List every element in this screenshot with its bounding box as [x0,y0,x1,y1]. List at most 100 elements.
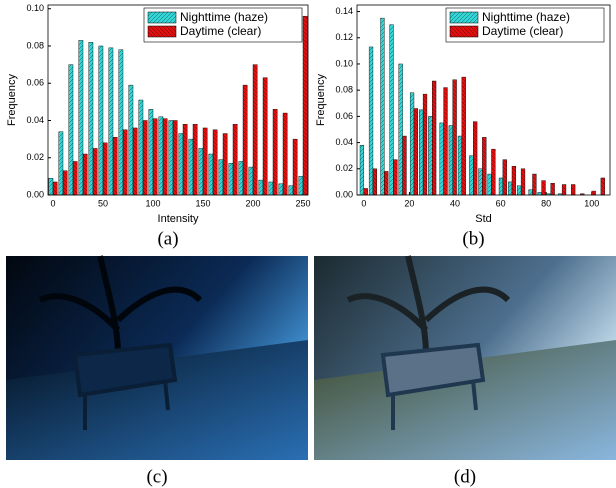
x-tick-label: 60 [496,198,506,208]
legend-swatch [450,12,478,23]
bar [119,50,123,195]
bar [253,65,257,195]
bar [440,123,444,195]
bar [153,119,157,195]
legend-swatch [148,26,176,37]
y-tick-label: 0.12 [335,32,353,42]
bar [123,130,127,195]
x-tick-label: 200 [245,198,260,208]
legend-label: Daytime (clear) [482,24,563,38]
bar [499,178,503,195]
bar [293,139,297,195]
bar [209,154,213,195]
bar [93,148,97,195]
bar [173,120,177,195]
bar [263,78,267,195]
bar [419,110,423,195]
bar [423,94,427,195]
bar [109,48,113,195]
bar [592,191,596,195]
bar [219,160,223,195]
bar [169,120,173,195]
bar [299,176,303,195]
bar [229,163,233,195]
bar [428,116,432,195]
legend-label: Nighttime (haze) [482,10,570,24]
x-axis-title: Intensity [158,213,199,225]
bar [458,136,462,195]
legend-swatch [148,12,176,23]
legend-swatch [450,26,478,37]
bar [163,119,167,195]
bar [103,143,107,195]
y-tick-label: 0.04 [26,115,44,125]
bar [482,137,486,195]
bar [249,167,253,195]
bar [384,171,388,195]
bar [89,42,93,195]
x-tick-label: 100 [145,198,160,208]
bar [512,166,516,195]
bar [410,93,414,195]
bar [289,186,293,195]
bar [521,169,525,195]
bar [269,182,273,195]
y-axis-title: Frequency [315,74,327,126]
x-tick-label: 0 [361,198,366,208]
y-tick-label: 0.02 [335,163,353,173]
bar [551,183,555,195]
bar [273,109,277,195]
bar [414,109,418,195]
bar [449,126,453,195]
caption: (a) [157,228,178,249]
bar [133,128,137,195]
bar [193,124,197,195]
bar [189,139,193,195]
bar [453,80,457,195]
caption: (d) [454,466,476,487]
bar [503,160,507,195]
bar [63,171,67,195]
y-axis-title: Frequency [6,74,18,126]
x-tick-label: 100 [584,198,599,208]
bar [508,182,512,195]
bar [233,124,237,195]
bar [83,154,87,195]
x-tick-label: 40 [450,198,460,208]
y-tick-label: 0.08 [335,85,353,95]
image-d [314,256,616,460]
y-tick-label: 0.08 [26,40,44,50]
bar [360,145,364,195]
x-tick-label: 150 [195,198,210,208]
bar [213,130,217,195]
bar [381,18,385,195]
y-tick-label: 0.10 [335,58,353,68]
bar [53,182,57,195]
y-tick-label: 0.14 [335,6,353,16]
x-tick-label: 20 [404,198,414,208]
y-tick-label: 0.10 [26,3,44,13]
bar [601,178,605,195]
bar [179,134,183,195]
image-c [6,256,308,460]
x-axis-title: Std [475,213,492,225]
y-tick-label: 0.06 [26,78,44,88]
bar [99,46,103,195]
bar [183,124,187,195]
bar [143,120,147,195]
bar [562,185,566,195]
bar [473,122,477,195]
y-tick-label: 0.00 [335,189,353,199]
bar [364,188,368,195]
x-tick-label: 50 [98,198,108,208]
bar [469,156,473,195]
bar [403,136,407,195]
bar [283,113,287,195]
bar [49,178,53,195]
bar [73,161,77,195]
bar [542,181,546,195]
x-tick-label: 80 [541,198,551,208]
bar [139,100,143,195]
bar [533,174,537,195]
legend-label: Daytime (clear) [180,24,261,38]
